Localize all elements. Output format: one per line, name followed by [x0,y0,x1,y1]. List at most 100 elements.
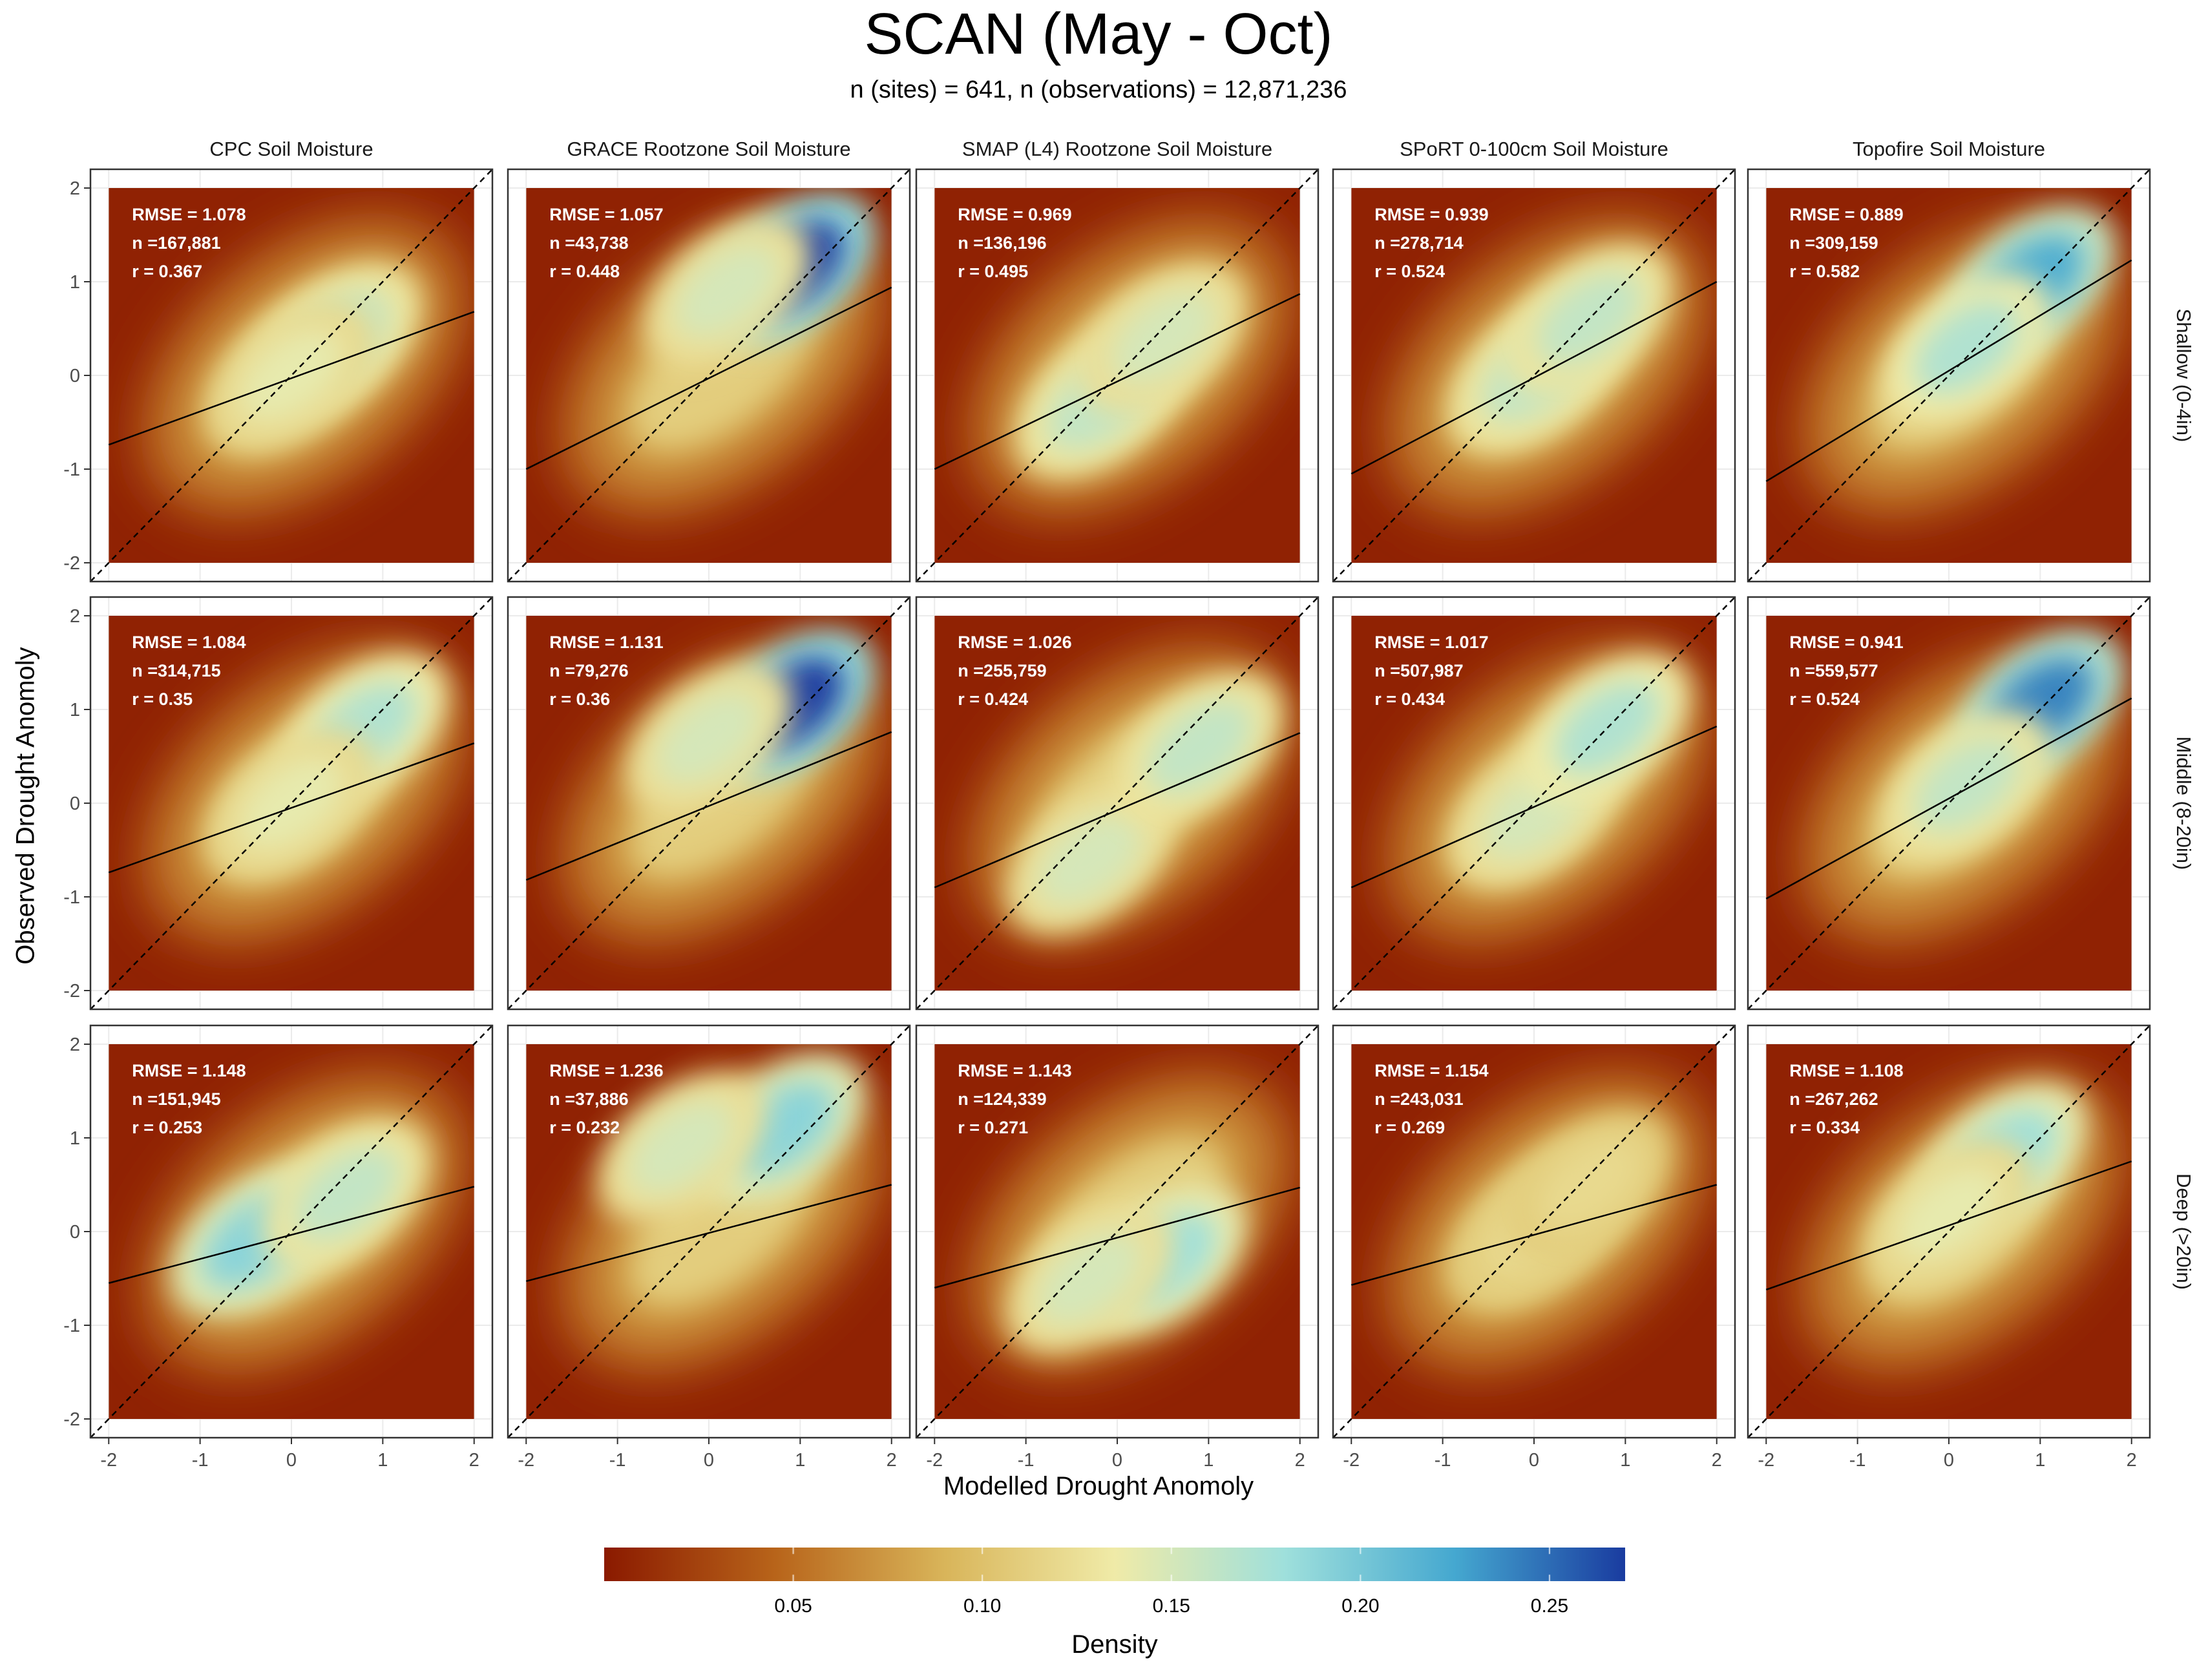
regression-fit-line [1765,697,2132,899]
y-tick-label: 0 [70,793,80,814]
x-tick-label: -1 [1435,1450,1451,1471]
x-tick-label: -2 [518,1450,534,1471]
density-heatmap [934,1044,1300,1419]
one-to-one-reference-line [507,169,910,582]
facet-column-label: Topofire Soil Moisture [1853,138,2045,160]
rmse-label: RMSE = 1.084 [132,633,246,652]
x-tick-label: -2 [100,1450,117,1471]
rmse-label: RMSE = 0.939 [1374,205,1488,224]
figure-title: SCAN (May - Oct) [864,2,1333,67]
density-heatmap [1351,188,1717,563]
n-label: n =267,262 [1789,1089,1878,1109]
y-tick-label: -1 [63,1316,80,1336]
colorbar-tick-label: 0.15 [1152,1595,1190,1617]
n-label: n =255,759 [958,661,1046,680]
r-label: r = 0.35 [132,689,193,709]
regression-fit-line [1351,280,1718,475]
x-tick-label: 1 [795,1450,805,1471]
n-label: n =151,945 [132,1089,220,1109]
x-tick-label: 2 [469,1450,479,1471]
x-tick-label: 2 [887,1450,897,1471]
density-heatmap [934,188,1300,563]
one-to-one-reference-line [1747,169,2150,582]
rmse-label: RMSE = 1.143 [958,1061,1071,1080]
one-to-one-reference-line [90,1025,493,1438]
r-label: r = 0.367 [132,262,202,281]
facet-column-label: SPoRT 0-100cm Soil Moisture [1400,138,1668,160]
density-hotspot [1109,291,1216,385]
density-heatmap [109,188,474,563]
regression-fit-line [934,293,1301,470]
density-heatmap [934,616,1300,991]
one-to-one-reference-line [916,169,1319,582]
panel-border [915,596,1319,1011]
panel-r1-c2: RMSE = 1.026 n =255,759 r = 0.424 [915,596,1319,1011]
density-heatmap [1766,616,2132,991]
x-tick-label: 1 [377,1450,388,1471]
panel-r2-c3: RMSE = 1.154 n =243,031 r = 0.269 -2 -1 0 1 2 [1332,1024,1736,1471]
y-tick-label: 0 [70,1222,80,1243]
r-label: r = 0.434 [1374,689,1445,709]
rmse-label: RMSE = 1.017 [1374,633,1488,652]
regression-fit-line [108,742,475,874]
n-label: n =243,031 [1374,1089,1463,1109]
panel-r2-c1: RMSE = 1.236 n =37,886 r = 0.232 -2 -1 0 1 2 [507,1024,911,1471]
density-hotspot [1895,1166,2003,1260]
y-tick-label: -2 [63,1409,80,1430]
colorbar-tick-label: 0.20 [1341,1595,1380,1617]
colorbar-tick-label: 0.25 [1530,1595,1569,1617]
one-to-one-reference-line [507,1025,910,1438]
density-colorbar-legend: 0.05 0.10 0.15 0.20 0.25 Density [604,1548,1625,1677]
r-label: r = 0.271 [958,1118,1028,1137]
regression-fit-line [525,286,892,470]
x-axis-title: Modelled Drought Anomoly [943,1472,1254,1500]
regression-fit-line [934,732,1301,888]
r-label: r = 0.495 [958,262,1028,281]
n-label: n =124,339 [958,1089,1046,1109]
facet-row-label: Shallow (0-4in) [2172,309,2195,443]
density-hotspot [1146,700,1253,794]
regression-fit-line [108,311,475,446]
panel-r2-c2: RMSE = 1.143 n =124,339 r = 0.271 -2 -1 0 1 2 [915,1024,1319,1471]
r-label: r = 0.253 [132,1118,202,1137]
one-to-one-reference-line [1747,1025,2150,1438]
x-tick-label: 2 [2127,1450,2137,1471]
one-to-one-reference-line [1332,169,1736,582]
facet-column-label: CPC Soil Moisture [209,138,373,160]
panel-r0-c4: RMSE = 0.889 n =309,159 r = 0.582 Topofire … [1747,138,2195,583]
x-tick-label: 1 [2035,1450,2045,1471]
facet-column-label: SMAP (L4) Rootzone Soil Moisture [962,138,1272,160]
x-tick-label: 0 [1112,1450,1122,1471]
r-label: r = 0.36 [549,689,610,709]
density-hotspot [1036,812,1143,907]
y-tick-label: -2 [63,981,80,1002]
one-to-one-reference-line [90,169,493,582]
x-tick-label: 2 [1295,1450,1305,1471]
x-tick-label: 0 [286,1450,297,1471]
one-to-one-reference-line [1332,1025,1736,1438]
n-label: n =167,881 [132,233,220,253]
density-heatmap [526,188,892,563]
regression-fit-line [525,731,892,881]
density-heatmap [1766,188,2132,563]
panel-r1-c3: RMSE = 1.017 n =507,987 r = 0.434 [1332,596,1736,1011]
r-label: r = 0.269 [1374,1118,1445,1137]
facet-row-label: Deep (>20in) [2172,1173,2195,1290]
n-label: n =559,577 [1789,661,1878,680]
x-tick-label: -1 [1018,1450,1035,1471]
density-heatmap [526,1044,892,1419]
one-to-one-reference-line [90,596,493,1010]
r-label: r = 0.424 [958,689,1028,709]
rmse-label: RMSE = 1.236 [549,1061,663,1080]
panel-border [1747,168,2151,583]
r-label: r = 0.448 [549,262,620,281]
density-heatmap [526,616,892,991]
x-tick-label: 0 [1529,1450,1539,1471]
rmse-label: RMSE = 1.154 [1374,1061,1488,1080]
x-tick-label: 2 [1712,1450,1722,1471]
panel-r0-c2: RMSE = 0.969 n =136,196 r = 0.495 SMAP (L4)… [915,138,1319,583]
density-hotspot [1036,1231,1143,1326]
facet-row-label: Middle (8-20in) [2172,737,2195,870]
regression-fit-line [934,1186,1301,1289]
